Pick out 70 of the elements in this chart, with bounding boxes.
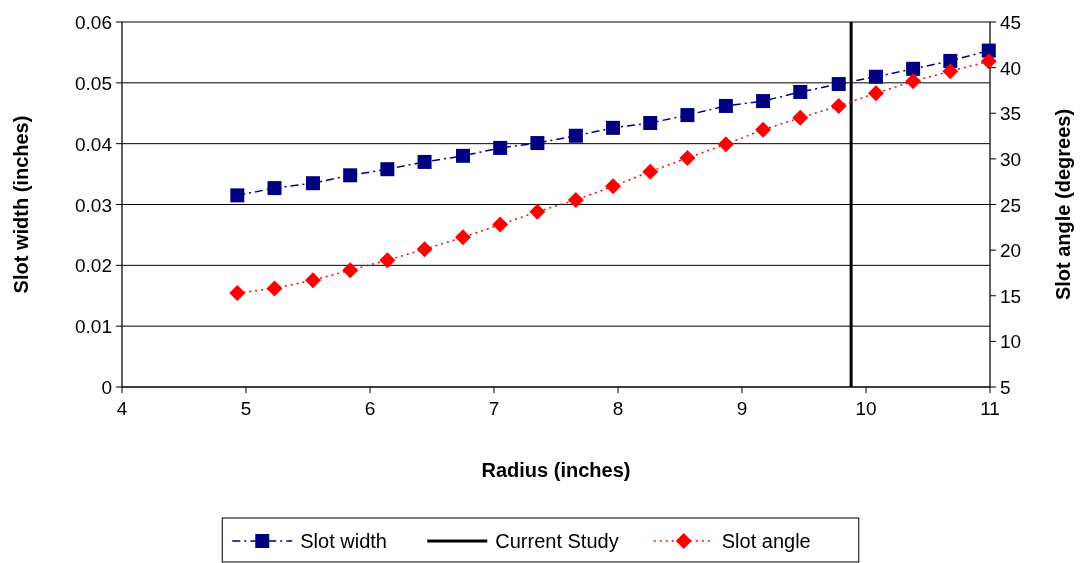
point bbox=[492, 216, 509, 233]
x-tick-label: 7 bbox=[488, 398, 500, 419]
y-tick-label: 0.03 bbox=[75, 194, 112, 216]
point bbox=[567, 191, 584, 208]
y2-tick-label: 40 bbox=[1000, 57, 1022, 79]
x-tick-label: 9 bbox=[736, 398, 748, 419]
y2-tick-label: 10 bbox=[1000, 331, 1022, 353]
point bbox=[868, 69, 883, 84]
point bbox=[416, 241, 433, 258]
point bbox=[568, 128, 583, 143]
point bbox=[529, 203, 546, 220]
point bbox=[493, 140, 508, 155]
x-tick-label: 4 bbox=[116, 398, 128, 419]
point bbox=[793, 84, 808, 99]
point bbox=[229, 285, 246, 302]
point bbox=[679, 149, 696, 166]
legend-label: Slot width bbox=[300, 530, 387, 552]
point bbox=[266, 280, 283, 297]
y-tick-label: 0.01 bbox=[75, 316, 112, 338]
x-tick-label: 11 bbox=[980, 398, 1000, 419]
y2-tick-label: 45 bbox=[1000, 12, 1022, 33]
legend-label: Current Study bbox=[495, 530, 619, 552]
y2-tick-label: 20 bbox=[1000, 240, 1022, 262]
y2-tick-label: 5 bbox=[1000, 377, 1011, 398]
y-tick-label: 0.05 bbox=[75, 72, 112, 94]
y-axis-title: Slot width (inches) bbox=[10, 115, 32, 294]
x-tick-label: 6 bbox=[364, 398, 376, 419]
point bbox=[830, 97, 847, 114]
y2-axis-title: Slot angle (degrees) bbox=[1052, 108, 1074, 301]
point bbox=[642, 163, 659, 180]
point bbox=[905, 73, 922, 90]
point bbox=[267, 181, 282, 196]
point bbox=[342, 262, 359, 279]
point bbox=[680, 108, 695, 123]
point bbox=[379, 252, 396, 269]
point bbox=[980, 53, 997, 70]
x-tick-label: 5 bbox=[240, 398, 252, 419]
point bbox=[906, 61, 921, 76]
y2-tick-label: 35 bbox=[1000, 103, 1022, 125]
point bbox=[755, 121, 772, 138]
y-tick-label: 0 bbox=[101, 377, 112, 398]
legend-label: Slot angle bbox=[721, 530, 811, 552]
point bbox=[304, 272, 321, 289]
point bbox=[718, 98, 733, 113]
point bbox=[380, 162, 395, 177]
point bbox=[942, 63, 959, 80]
y-tick-label: 0.04 bbox=[75, 133, 113, 155]
point bbox=[343, 168, 358, 183]
point bbox=[417, 154, 432, 169]
point bbox=[643, 115, 658, 130]
point bbox=[230, 188, 245, 203]
y2-tick-label: 15 bbox=[1000, 285, 1022, 307]
y-tick-label: 0.02 bbox=[75, 255, 112, 277]
point bbox=[867, 85, 884, 102]
x-tick-label: 8 bbox=[612, 398, 624, 419]
y-tick-label: 0.06 bbox=[75, 12, 112, 33]
x-axis-title: Radius (inches) bbox=[481, 459, 631, 481]
point bbox=[455, 229, 471, 246]
point bbox=[756, 94, 771, 109]
point bbox=[305, 176, 320, 191]
y2-tick-label: 25 bbox=[1000, 194, 1022, 216]
x-tick-label: 10 bbox=[855, 398, 877, 419]
point bbox=[605, 178, 622, 195]
point bbox=[717, 136, 734, 153]
point bbox=[530, 136, 545, 151]
y2-tick-label: 30 bbox=[1000, 148, 1022, 170]
point bbox=[456, 148, 470, 163]
point bbox=[831, 77, 846, 92]
point bbox=[792, 109, 809, 126]
point bbox=[606, 120, 621, 135]
